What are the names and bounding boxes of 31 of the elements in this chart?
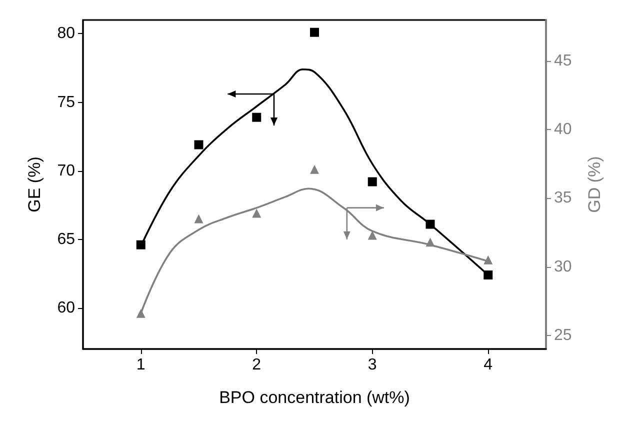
point [194,140,204,150]
y2-tick-label: 25 [554,326,572,344]
point [484,270,493,280]
x-tick-label: 3 [368,356,377,374]
point [426,220,435,229]
y-tick-label: 75 [57,94,76,111]
y2-tick-label: 45 [554,52,572,70]
x-tick-label: 1 [136,356,146,374]
x-tick-label: 2 [252,356,262,374]
point [136,308,146,318]
point [484,255,493,264]
point [252,208,262,218]
point [252,112,262,122]
x-axis-title: BPO concentration (wt%) [219,388,410,407]
point [136,240,146,250]
y-tick-label: 70 [57,162,76,180]
y-tick-label: 80 [57,25,76,42]
y2-tick-label: 40 [554,121,572,138]
y-axis-title: GE (%) [25,156,44,212]
point [310,28,319,37]
y-tick-label: 65 [57,230,76,248]
y-tick-label: 60 [57,299,76,316]
y2-tick-label: 35 [554,190,572,207]
y2-tick-label: 30 [554,258,572,276]
point [426,238,435,247]
y2-axis-title: GD (%) [585,156,604,213]
point [368,177,377,186]
point [310,164,319,174]
point [194,214,204,224]
point [368,230,377,240]
x-tick-label: 4 [484,356,493,374]
